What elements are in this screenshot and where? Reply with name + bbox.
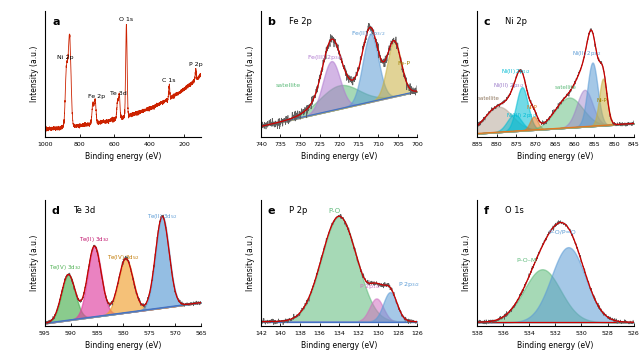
Text: Ni 2p: Ni 2p [58,55,74,60]
Text: Te(II) 3d$_{3/2}$: Te(II) 3d$_{3/2}$ [79,236,110,244]
Text: O 1s: O 1s [119,17,134,22]
X-axis label: Binding energy (eV): Binding energy (eV) [517,152,593,161]
Text: P–O–M: P–O–M [516,258,537,263]
Text: Ni-P: Ni-P [526,105,537,110]
Y-axis label: Intensity (a.u.): Intensity (a.u.) [463,235,472,291]
Y-axis label: Intensity (a.u.): Intensity (a.u.) [30,46,39,102]
Text: O 1s: O 1s [505,206,524,215]
Text: Fe 2p: Fe 2p [289,17,312,26]
Text: Ni(III) 2p$_{1/2}$: Ni(III) 2p$_{1/2}$ [506,111,538,120]
Text: C 1s: C 1s [163,77,176,83]
Text: Fe(II) 2p$_{3/2}$: Fe(II) 2p$_{3/2}$ [351,30,386,38]
X-axis label: Binding energy (eV): Binding energy (eV) [85,152,161,161]
Text: e: e [267,206,275,216]
Text: Ni 2p: Ni 2p [505,17,527,26]
Text: P 2p$_{3/2}$: P 2p$_{3/2}$ [398,281,420,289]
Text: Te(II) 3d$_{5/2}$: Te(II) 3d$_{5/2}$ [147,212,178,221]
Text: Fe(III) 2p$_{3/2}$: Fe(III) 2p$_{3/2}$ [307,53,344,62]
X-axis label: Binding energy (eV): Binding energy (eV) [85,341,161,350]
Y-axis label: Intensity (a.u.): Intensity (a.u.) [246,235,255,291]
Text: f: f [483,206,488,216]
Y-axis label: Intensity (a.u.): Intensity (a.u.) [463,46,472,102]
Text: Te 3d: Te 3d [110,91,127,96]
Text: P 2p: P 2p [189,62,202,67]
X-axis label: Binding energy (eV): Binding energy (eV) [301,341,378,350]
Text: P-O: P-O [328,208,340,214]
X-axis label: Binding energy (eV): Binding energy (eV) [517,341,593,350]
Text: Ni(II) 2p$_{3/2}$: Ni(II) 2p$_{3/2}$ [572,50,602,58]
Text: Ni-P: Ni-P [597,98,608,103]
Text: Te(IV) 3d$_{5/2}$: Te(IV) 3d$_{5/2}$ [107,254,140,262]
Text: satellite: satellite [554,85,576,90]
X-axis label: Binding energy (eV): Binding energy (eV) [301,152,378,161]
Text: b: b [267,17,275,27]
Text: Te(IV) 3d$_{3/2}$: Te(IV) 3d$_{3/2}$ [49,264,82,272]
Text: P 2p$_{1/2}$: P 2p$_{1/2}$ [360,282,381,291]
Y-axis label: Intensity (a.u.): Intensity (a.u.) [246,46,255,102]
Text: satellite: satellite [478,96,500,101]
Text: satellite: satellite [276,83,301,88]
Y-axis label: Intensity (a.u.): Intensity (a.u.) [30,235,39,291]
Text: P 2p: P 2p [289,206,307,215]
Text: Te 3d: Te 3d [73,206,95,215]
Text: P–O/P=O: P–O/P=O [548,230,576,235]
Text: c: c [483,17,490,27]
Text: a: a [52,17,60,27]
Text: Fe-P: Fe-P [397,61,410,66]
Text: Fe 2p: Fe 2p [88,94,106,100]
Text: d: d [51,206,59,216]
Text: Ni(III) 2p$_{3/2}$: Ni(III) 2p$_{3/2}$ [493,81,524,90]
Text: Ni(II) 2p$_{1/2}$: Ni(II) 2p$_{1/2}$ [501,68,531,76]
